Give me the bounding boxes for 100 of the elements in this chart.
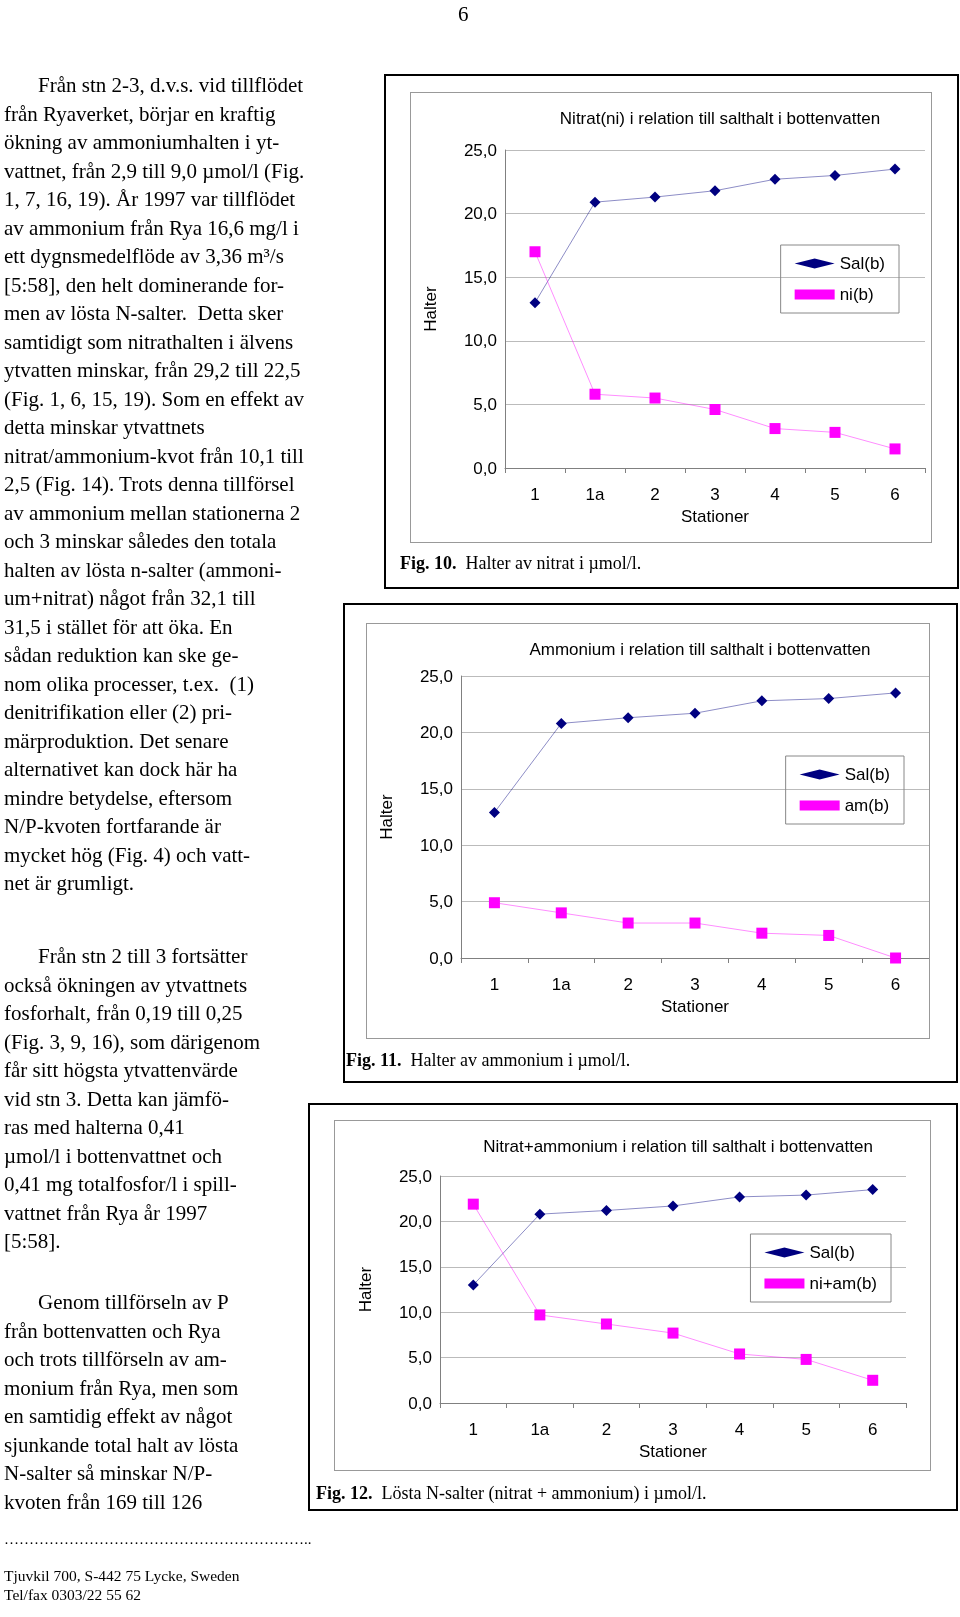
text: Från stn 2 till 3 fortsätter också ökningen av ytvattnets fosforhalt, från 0,19 till 0,25 (Fig. 3, 9, 16), som därigenom får sitt högsta ytvattenvärde vid stn 3. Detta kan jämfö- ras med halterna 0,41 µmol/l i bottenvattnet och 0,41 mg totalfosfor/l i spill- vattnet från Rya år 1997 [5:58]. [4, 944, 261, 1253]
point [689, 917, 701, 929]
point [769, 173, 781, 185]
point [467, 1279, 479, 1291]
point [600, 1318, 612, 1330]
x-tick-label: 1a [530, 1420, 550, 1439]
x-tick-label: 5 [830, 485, 840, 504]
x-tick-label: 3 [710, 485, 720, 504]
x-tick-label: 3 [668, 1420, 678, 1439]
point [589, 196, 601, 208]
y-axis-title: Halter [377, 793, 396, 840]
y-tick-label: 20,0 [463, 204, 497, 224]
x-tick-label: 2 [623, 975, 633, 994]
point [709, 403, 721, 415]
point [756, 695, 768, 707]
caption: Fig. 10. Halter av nitrat i µmol/l. [400, 553, 642, 574]
point [467, 1198, 479, 1210]
legend-label: Sal(b) [809, 1243, 855, 1262]
point [867, 1184, 879, 1196]
text: …………………………………………………….. [4, 1530, 312, 1548]
chart-title: Nitrat(ni) i relation till salthalt i bottenvatten [559, 109, 881, 128]
x-tick-label: 6 [890, 975, 901, 994]
point [734, 1191, 746, 1203]
y-tick-label: 15,0 [398, 1257, 432, 1277]
point [709, 185, 721, 197]
x-tick-label: 5 [823, 975, 834, 994]
text: Från stn 2-3, d.v.s. vid tillflödet från Ryaverket, börjar en kraftig ökning av ammoniumhalten i yt- vattnet, från 2,9 till 9,0 µmol/l (Fig. 1, 7, 16, 19). År 1997 var tillflödet av ammonium från Rya 16,6 mg/l i ett dygnsmedelflöde av 3,36 m³/s [5:58], den helt dominerande for- men av lösta N-salter. Detta sker samtidigt som nitrathalten i älvens ytvatten minskar, från 29,2 till 22,5 (Fig. 1, 6, 15, 19). Som en effekt av detta minskar ytvattnets nitrat/ammonium-kvot från 10,1 till 2,5 (Fig. 14). Trots denna tillförsel av ammonium mellan stationerna 2 och 3 minskar således den totala halten av lösta n-salter (ammoni- um+nitrat) något från 32,1 till 31,5 i stället för att öka. En sådan reduktion kan ske ge- nom olika processer, t.ex. (1) denitrifikation eller (2) pri- märproduktion. Det senare alternativet kan dock här ha mindre betydelse, eftersom N/P-kvoten fortfarande är mycket hög (Fig. 4) och vatt- net är grumligt. [4, 73, 305, 895]
x-tick-label: 5 [801, 1420, 811, 1439]
y-tick-label: 0,0 [429, 948, 453, 968]
point [867, 1374, 879, 1386]
x-tick-label: 1 [468, 1420, 479, 1439]
y-tick-label: 10,0 [398, 1302, 432, 1322]
x-tick-label: 6 [890, 485, 900, 504]
point [890, 952, 902, 964]
y-tick-label: 5,0 [429, 892, 453, 912]
point [529, 297, 541, 309]
point [488, 806, 500, 818]
point [649, 392, 661, 404]
x-tick-label: 4 [734, 1420, 745, 1439]
y-axis-title: Halter [421, 285, 440, 332]
x-tick-label: 2 [601, 1420, 612, 1439]
point [488, 897, 500, 909]
y-tick-label: 15,0 [419, 779, 453, 799]
y-tick-label: 0,0 [473, 458, 497, 478]
y-tick-label: 20,0 [398, 1211, 432, 1231]
y-tick-label: 20,0 [419, 722, 453, 742]
point [534, 1309, 546, 1321]
text: Tjuvkil 700, S-442 75 Lycke, Sweden Tel/fax 0303/22 55 62 [4, 1566, 240, 1604]
y-tick-label: 10,0 [419, 835, 453, 855]
x-tick-label: 2 [650, 485, 660, 504]
point [667, 1327, 679, 1339]
x-axis-title: Stationer [660, 997, 730, 1016]
x-tick-label: 1 [530, 485, 540, 504]
chart-title: Ammonium i relation till salthalt i bottenvatten [529, 640, 871, 659]
point [649, 191, 661, 203]
y-tick-label: 25,0 [463, 140, 497, 160]
x-tick-label: 4 [770, 485, 780, 504]
point [889, 163, 901, 175]
x-tick-label: 1a [551, 975, 572, 994]
point [529, 246, 541, 258]
x-tick-label: 4 [757, 975, 767, 994]
point [800, 1189, 812, 1201]
point [823, 693, 835, 705]
point [622, 712, 634, 724]
legend-label: ni+am(b) [809, 1274, 878, 1293]
point [829, 426, 841, 438]
point [589, 388, 601, 400]
point [800, 1353, 812, 1365]
point [667, 1200, 679, 1212]
y-axis-title: Halter [356, 1266, 375, 1313]
point [600, 1205, 612, 1216]
point [689, 707, 701, 719]
x-tick-label: 1 [489, 975, 500, 994]
legend-label: Sal(b) [844, 765, 891, 784]
point [534, 1208, 546, 1220]
legend-label: ni(b) [839, 285, 874, 304]
point [555, 717, 567, 729]
chart-title: Nitrat+ammonium i relation till salthalt i bottenvatten [483, 1137, 873, 1156]
caption: Fig. 12. Lösta N-salter (nitrat + ammonium) i µmol/l. [316, 1483, 707, 1504]
point [823, 929, 835, 941]
caption: Fig. 11. Halter av ammonium i µmol/l. [346, 1050, 631, 1071]
point [622, 917, 634, 929]
point [756, 927, 768, 939]
text: 6 [458, 1, 469, 28]
y-tick-label: 15,0 [463, 267, 497, 287]
y-tick-label: 5,0 [473, 394, 497, 414]
x-tick-label: 6 [867, 1420, 878, 1439]
point [769, 423, 781, 435]
y-tick-label: 25,0 [398, 1166, 432, 1186]
x-tick-label: 1a [585, 485, 605, 504]
point [734, 1348, 746, 1360]
point [555, 907, 567, 919]
x-axis-title: Stationer [638, 1442, 708, 1461]
point [889, 443, 901, 455]
y-tick-label: 0,0 [408, 1393, 432, 1413]
legend-label: Sal(b) [839, 254, 886, 273]
text: Genom tillförseln av P från bottenvatten och Rya och trots tillförseln av am- monium från Rya, men som en samtidig effekt av något sjunkande total halt av lösta N-salter så minskar N/P- kvoten från 169 till 126 [4, 1289, 239, 1516]
y-tick-label: 25,0 [419, 666, 453, 686]
point [890, 687, 902, 699]
y-tick-label: 10,0 [463, 331, 497, 351]
